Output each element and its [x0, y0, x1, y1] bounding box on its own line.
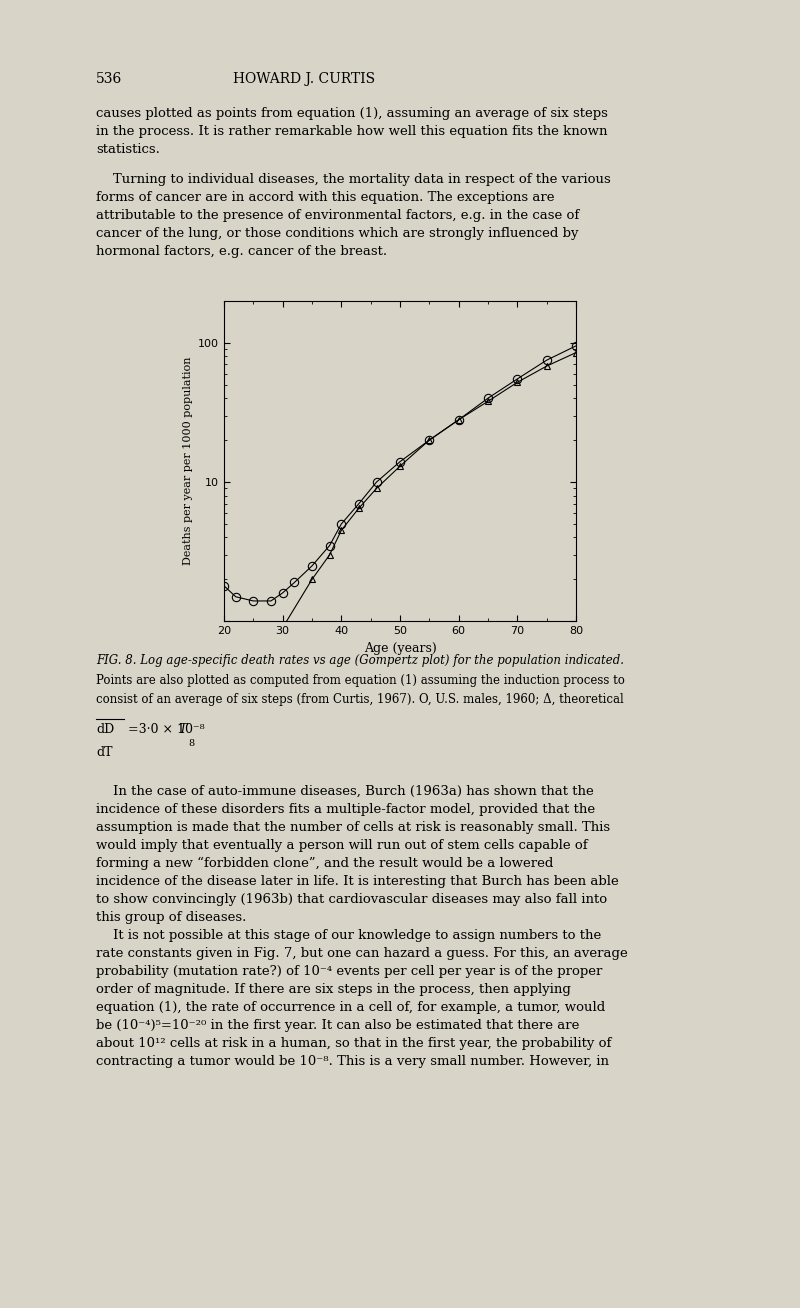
O, U.S. males, 1960 [325, 538, 334, 553]
Text: Turning to individual diseases, the mortality data in respect of the various
for: Turning to individual diseases, the mort… [96, 173, 610, 258]
$\Delta$, theoretical [395, 458, 405, 473]
O, U.S. males, 1960 [513, 371, 522, 387]
O, U.S. males, 1960 [231, 589, 241, 604]
O, U.S. males, 1960 [337, 517, 346, 532]
$\Delta$, theoretical [454, 412, 463, 428]
Text: consist of an average of six steps (from Curtis, 1967). O, U.S. males, 1960; Δ, : consist of an average of six steps (from… [96, 693, 624, 706]
$\Delta$, theoretical [307, 572, 317, 587]
O, U.S. males, 1960 [372, 475, 382, 490]
O, U.S. males, 1960 [354, 496, 364, 511]
O, U.S. males, 1960 [395, 454, 405, 470]
Text: FIG. 8. Log age-specific death rates vs age (Gompertz plot) for the population i: FIG. 8. Log age-specific death rates vs … [96, 654, 624, 667]
O, U.S. males, 1960 [219, 578, 229, 594]
O, U.S. males, 1960 [454, 412, 463, 428]
$\Delta$, theoretical [325, 547, 334, 562]
$\Delta$, theoretical [483, 394, 493, 409]
$\Delta$, theoretical [542, 358, 551, 374]
O, U.S. males, 1960 [425, 432, 434, 447]
$\Delta$, theoretical [372, 480, 382, 496]
Line: O, U.S. males, 1960: O, U.S. males, 1960 [220, 341, 580, 606]
Text: =3·0 × 10⁻⁸: =3·0 × 10⁻⁸ [128, 723, 205, 736]
Text: In the case of auto-immune diseases, Burch (1963a) has shown that the
incidence : In the case of auto-immune diseases, Bur… [96, 785, 628, 1069]
$\Delta$, theoretical [354, 500, 364, 515]
$\Delta$, theoretical [513, 374, 522, 390]
$\Delta$, theoretical [571, 345, 581, 361]
Text: HOWARD J. CURTIS: HOWARD J. CURTIS [233, 72, 375, 86]
O, U.S. males, 1960 [307, 559, 317, 574]
$\Delta$, theoretical [337, 522, 346, 538]
O, U.S. males, 1960 [290, 574, 299, 590]
O, U.S. males, 1960 [249, 593, 258, 608]
O, U.S. males, 1960 [278, 585, 287, 600]
Text: causes plotted as points from equation (1), assuming an average of six steps
in : causes plotted as points from equation (… [96, 107, 608, 156]
$\Delta$, theoretical [425, 432, 434, 447]
Text: Points are also plotted as computed from equation (1) assuming the induction pro: Points are also plotted as computed from… [96, 674, 625, 687]
Text: 8: 8 [188, 739, 194, 748]
O, U.S. males, 1960 [571, 337, 581, 353]
Text: dT: dT [96, 746, 113, 759]
Text: T: T [178, 723, 186, 736]
O, U.S. males, 1960 [483, 390, 493, 405]
Y-axis label: Deaths per year per 1000 population: Deaths per year per 1000 population [182, 357, 193, 565]
Line: $\Delta$, theoretical: $\Delta$, theoretical [221, 349, 579, 688]
$\Delta$, theoretical [278, 620, 287, 636]
$\Delta$, theoretical [249, 655, 258, 671]
X-axis label: Age (years): Age (years) [364, 642, 436, 655]
Text: dD: dD [96, 723, 114, 736]
$\Delta$, theoretical [219, 678, 229, 693]
O, U.S. males, 1960 [542, 352, 551, 368]
O, U.S. males, 1960 [266, 593, 276, 608]
Text: 536: 536 [96, 72, 122, 86]
